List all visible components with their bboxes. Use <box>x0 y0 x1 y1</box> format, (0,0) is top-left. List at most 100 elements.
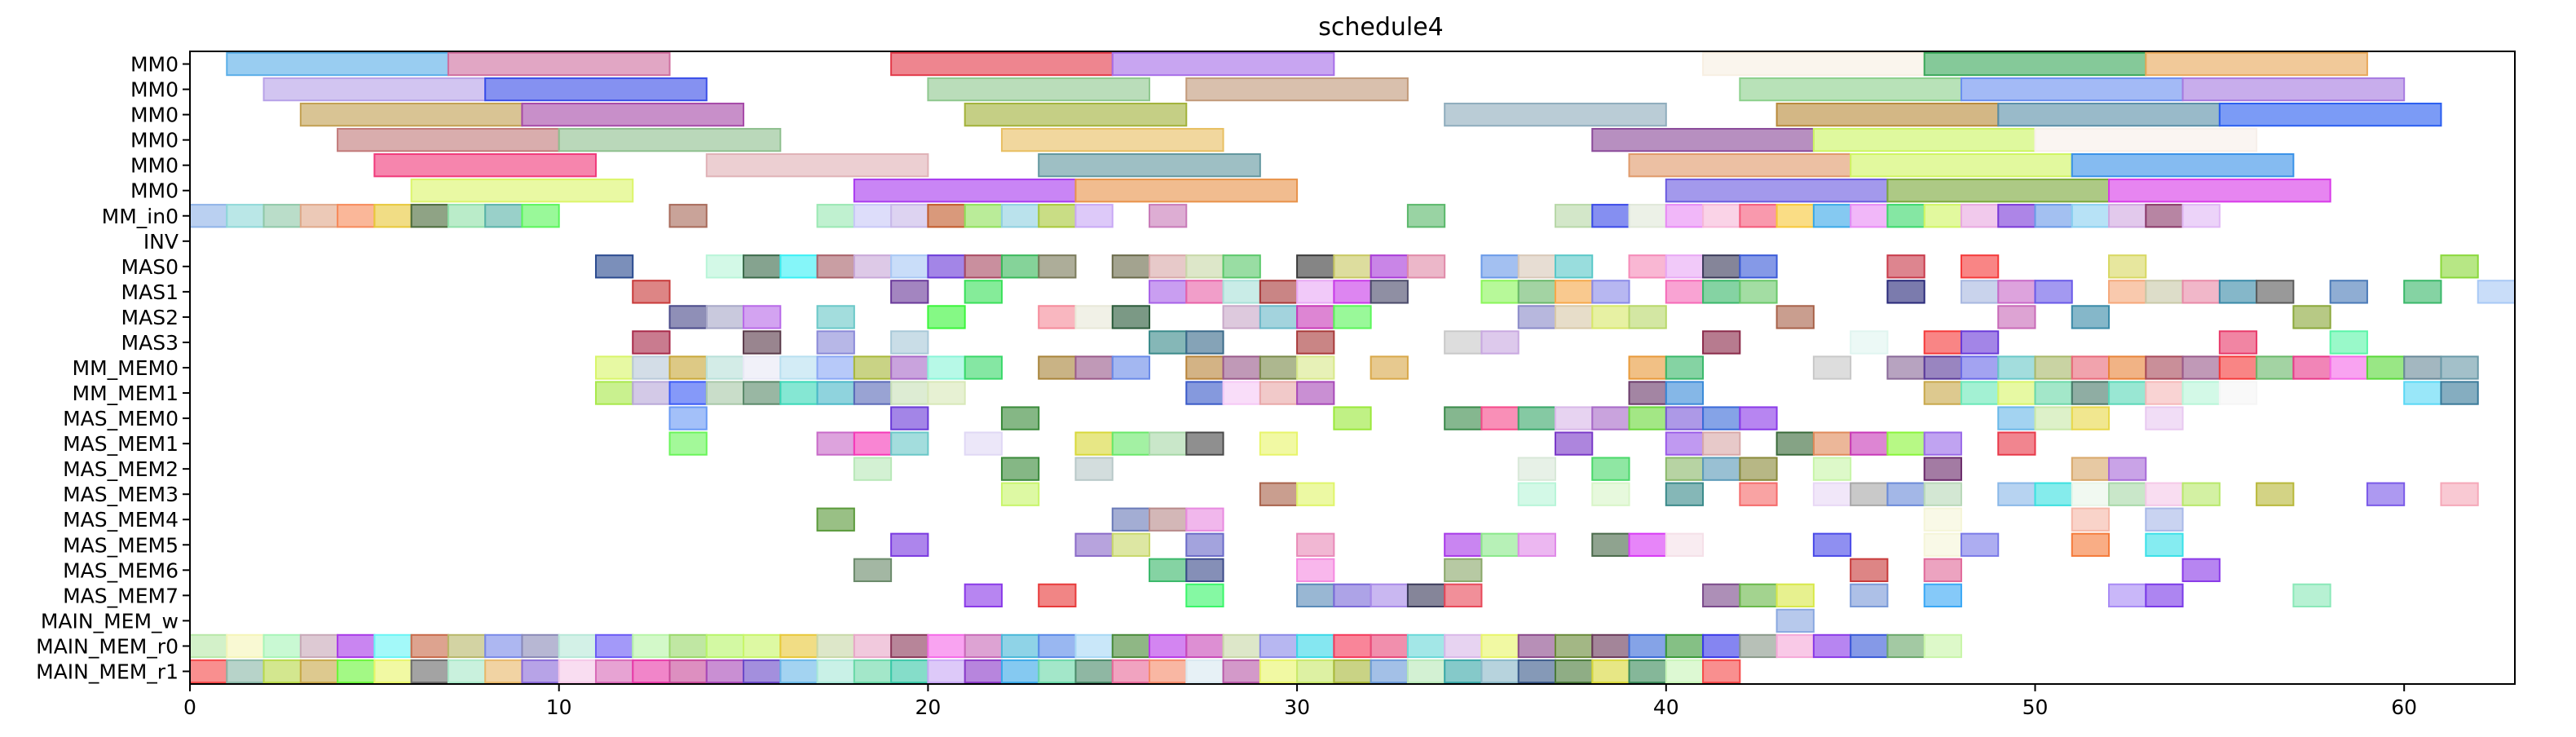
gantt-cell <box>1296 482 1335 506</box>
gantt-bar <box>2181 77 2406 102</box>
gantt-cell <box>1259 305 1299 329</box>
gantt-cell <box>1038 659 1077 684</box>
gantt-bar <box>1812 127 2036 152</box>
gantt-cell <box>299 204 339 228</box>
gantt-cell <box>1111 431 1151 456</box>
gantt-cell <box>632 330 671 355</box>
y-tick-label: MAS_MEM1 <box>63 432 179 456</box>
gantt-cell <box>816 254 855 279</box>
gantt-cell <box>668 381 708 405</box>
gantt-cell <box>2256 482 2295 506</box>
gantt-cell <box>1074 633 1114 659</box>
gantt-cell <box>1997 204 2036 228</box>
gantt-cell <box>964 633 1003 659</box>
gantt-cell <box>1850 431 1889 456</box>
gantt-cell <box>1517 659 1556 684</box>
gantt-cell <box>2145 583 2184 608</box>
gantt-cell <box>2145 406 2184 430</box>
gantt-cell <box>890 204 929 228</box>
gantt-cell <box>1111 355 1151 380</box>
gantt-cell <box>1185 583 1224 608</box>
gantt-cell <box>1923 457 1962 481</box>
gantt-bar <box>558 127 782 152</box>
y-tick-label: MAS_MEM6 <box>63 558 179 582</box>
gantt-cell <box>2145 482 2184 506</box>
gantt-cell <box>1702 583 1741 608</box>
y-tick-label: MAIN_MEM_r1 <box>36 660 179 683</box>
gantt-cell <box>1038 204 1077 228</box>
gantt-cell <box>1222 254 1261 279</box>
gantt-cell <box>521 659 560 684</box>
gantt-cell <box>1923 583 1962 608</box>
y-tick-label: MAS0 <box>121 255 179 279</box>
gantt-cell <box>1333 659 1372 684</box>
gantt-cell <box>1444 532 1483 557</box>
gantt-cell <box>816 507 855 532</box>
gantt-cell <box>2218 381 2258 405</box>
gantt-bar <box>1886 179 2111 203</box>
gantt-cell <box>1591 532 1630 557</box>
gantt-cell <box>1702 406 1741 430</box>
gantt-bar <box>410 179 634 203</box>
gantt-cell <box>1923 355 1962 380</box>
y-tick-label: MM0 <box>130 129 179 152</box>
gantt-cell <box>853 355 893 380</box>
gantt-cell <box>2440 355 2479 380</box>
gantt-cell <box>373 659 412 684</box>
gantt-cell <box>2108 583 2147 608</box>
gantt-cell <box>1038 355 1077 380</box>
gantt-cell <box>1997 305 2036 329</box>
gantt-cell <box>927 305 966 329</box>
gantt-cell <box>853 659 893 684</box>
gantt-cell <box>2034 355 2073 380</box>
gantt-cell <box>1997 280 2036 304</box>
gantt-cell <box>2108 457 2147 481</box>
gantt-cell <box>1333 633 1372 659</box>
gantt-cell <box>743 633 782 659</box>
gantt-bar <box>1628 153 1852 178</box>
gantt-cell <box>262 633 302 659</box>
y-tick-label: MM_MEM0 <box>73 356 179 380</box>
y-tick-label: MAS_MEM4 <box>63 508 179 532</box>
gantt-cell <box>668 633 708 659</box>
gantt-cell <box>1554 204 1594 228</box>
gantt-cell <box>1628 633 1667 659</box>
gantt-cell <box>2071 381 2111 405</box>
gantt-cell <box>890 659 929 684</box>
gantt-cell <box>1923 204 1962 228</box>
gantt-cell <box>1149 254 1188 279</box>
gantt-cell <box>1222 659 1261 684</box>
gantt-cell <box>1850 558 1889 582</box>
gantt-cell <box>632 280 671 304</box>
gantt-cell <box>1370 355 1409 380</box>
cells-layer <box>189 204 2516 684</box>
gantt-bar <box>2034 127 2258 152</box>
gantt-cell <box>1074 431 1114 456</box>
gantt-cell <box>1554 431 1594 456</box>
gantt-cell <box>853 381 893 405</box>
gantt-cell <box>1628 532 1667 557</box>
gantt-cell <box>1591 305 1630 329</box>
gantt-cell <box>890 280 929 304</box>
gantt-cell <box>2071 305 2111 329</box>
gantt-cell <box>927 381 966 405</box>
gantt-cell <box>1665 457 1705 481</box>
gantt-cell <box>1997 355 2036 380</box>
gantt-cell <box>1739 457 1778 481</box>
gantt-cell <box>1000 482 1040 506</box>
gantt-cell <box>1517 280 1556 304</box>
gantt-cell <box>2403 381 2442 405</box>
gantt-cell <box>1739 204 1778 228</box>
gantt-cell <box>1517 305 1556 329</box>
gantt-cell <box>1444 330 1483 355</box>
gantt-cell <box>299 633 339 659</box>
gantt-cell <box>1850 583 1889 608</box>
gantt-cell <box>1554 280 1594 304</box>
gantt-cell <box>2256 280 2295 304</box>
gantt-cell <box>299 659 339 684</box>
x-tick-label: 40 <box>1653 695 1679 719</box>
y-tick-label: MAS3 <box>121 331 179 355</box>
gantt-bar <box>1850 153 2073 178</box>
gantt-cell <box>853 204 893 228</box>
gantt-cell <box>890 381 929 405</box>
